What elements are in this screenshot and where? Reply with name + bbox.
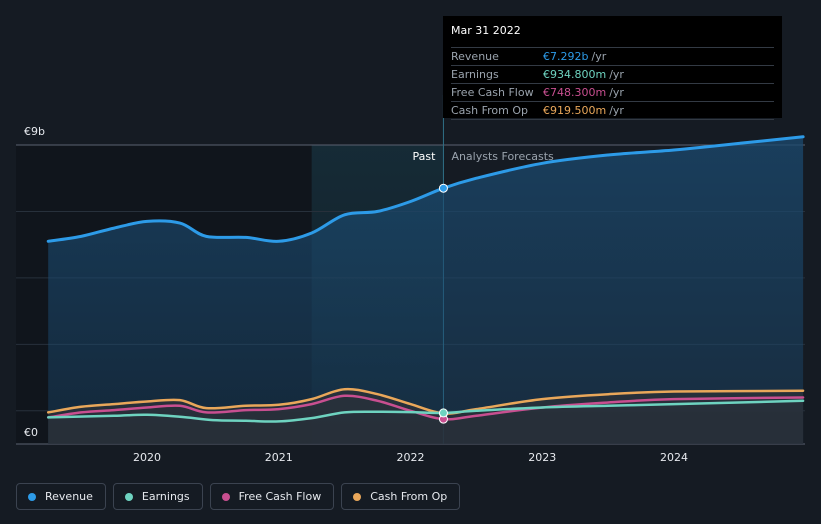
tooltip-row: Earnings €934.800m/yr — [451, 65, 774, 83]
tooltip-row-value: €919.500m — [543, 104, 607, 117]
legend-item-revenue[interactable]: Revenue — [16, 483, 106, 510]
marker-earnings — [438, 408, 448, 418]
series-line-revenue — [46, 135, 805, 243]
legend-label: Free Cash Flow — [238, 490, 322, 503]
marker-revenue — [438, 183, 448, 193]
x-tick-label: 2022 — [397, 451, 425, 464]
past-label: Past — [413, 150, 437, 163]
tooltip-row-unit: /yr — [609, 104, 624, 117]
y-axis-top-label: €9b — [24, 125, 45, 138]
legend-label: Earnings — [141, 490, 190, 503]
x-tick-label: 2020 — [133, 451, 161, 464]
tooltip-row-unit: /yr — [609, 86, 624, 99]
legend-item-earnings[interactable]: Earnings — [112, 483, 203, 510]
tooltip-row-label: Earnings — [451, 68, 499, 81]
tooltip-date: Mar 31 2022 — [451, 24, 521, 37]
legend-item-free-cash-flow[interactable]: Free Cash Flow — [209, 483, 335, 510]
tooltip-row: Cash From Op €919.500m/yr — [451, 101, 774, 120]
series-line-earnings — [46, 399, 805, 423]
legend-dot-icon — [221, 492, 230, 501]
tooltip-row-value: €748.300m — [543, 86, 607, 99]
legend-item-cash-from-op[interactable]: Cash From Op — [341, 483, 461, 510]
series-line-free-cash-flow — [46, 394, 805, 421]
legend-dot-icon — [353, 492, 362, 501]
tooltip-rows: Revenue €7.292b/yr Earnings €934.800m/yr Fre… — [451, 47, 774, 120]
forecast-label: Analysts Forecasts — [451, 150, 554, 163]
chart-legend: Revenue Earnings Free Cash Flow Cash From O… — [16, 483, 461, 510]
tooltip-row-unit: /yr — [591, 50, 607, 63]
x-tick-label: 2023 — [528, 451, 556, 464]
legend-dot-icon — [124, 492, 133, 501]
tooltip-row-label: Free Cash Flow — [451, 86, 534, 99]
x-tick-label: 2024 — [660, 451, 688, 464]
tooltip-row-unit: /yr — [609, 68, 624, 81]
tooltip-row-label: Cash From Op — [451, 104, 529, 117]
legend-dot-icon — [28, 492, 36, 501]
legend-label: Revenue — [45, 490, 93, 503]
x-tick-label: 2021 — [265, 451, 293, 464]
tooltip-row: Free Cash Flow €748.300m/yr — [451, 83, 774, 101]
legend-label: Cash From Op — [370, 490, 448, 503]
tooltip-row-value: €934.800m — [543, 68, 607, 81]
tooltip-row: Revenue €7.292b/yr — [451, 47, 774, 65]
tooltip-panel: Mar 31 2022 Revenue €7.292b/yr Earnings €93… — [443, 16, 782, 120]
y-axis-bottom-label: €0 — [24, 426, 38, 439]
financial-chart: €9b €0 2020 2021 2022 2023 2024 Past Analysts Fo… — [16, 95, 805, 464]
tooltip-row-label: Revenue — [451, 50, 499, 63]
tooltip-row-value: €7.292b — [543, 50, 589, 63]
revenue-area — [48, 136, 804, 444]
series-line-cash-from-op — [46, 387, 805, 415]
